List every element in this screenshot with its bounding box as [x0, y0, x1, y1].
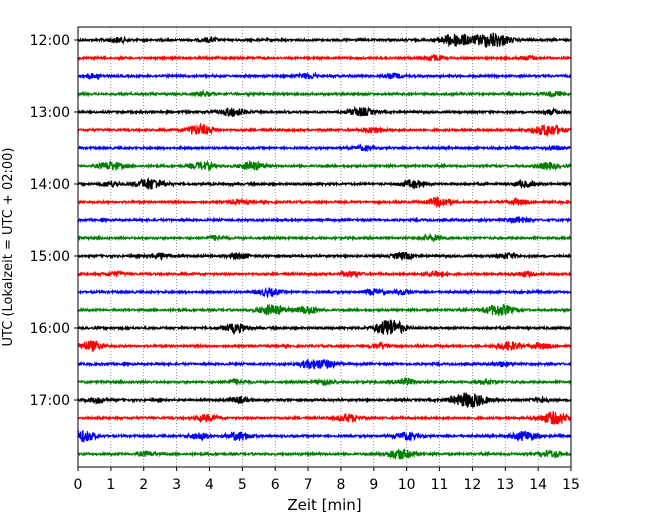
- x-tick-label-14: 14: [529, 477, 547, 493]
- minute-grid: [110, 27, 539, 467]
- x-tick-label-0: 0: [74, 477, 83, 493]
- x-tick-label-5: 5: [238, 477, 247, 493]
- trace-12:45: [77, 89, 572, 98]
- trace-16:30: [77, 358, 572, 370]
- trace-14:15: [77, 196, 572, 209]
- y-tick-label-13:00: 13:00: [30, 105, 70, 121]
- trace-15:00: [77, 250, 572, 262]
- trace-17:30: [77, 430, 572, 443]
- y-tick-label-17:00: 17:00: [30, 393, 70, 409]
- trace-14:00: [77, 176, 572, 190]
- trace-14:30: [77, 215, 572, 225]
- x-tick-label-2: 2: [139, 477, 148, 493]
- trace-15:30: [77, 287, 572, 299]
- plot-frame: [77, 26, 572, 468]
- trace-13:00: [77, 105, 572, 118]
- seismogram-traces: [77, 32, 572, 460]
- trace-12:30: [77, 71, 572, 81]
- trace-16:45: [77, 376, 572, 387]
- x-tick-label-3: 3: [172, 477, 181, 493]
- trace-17:45: [77, 448, 572, 460]
- x-tick-label-10: 10: [398, 477, 416, 493]
- y-tick-label-12:00: 12:00: [30, 33, 70, 49]
- x-axis-ticks: 0 1 2 3 4 5 6 7 8 9 10 11 12 13 14 15: [74, 467, 580, 493]
- trace-13:15: [77, 122, 572, 138]
- trace-15:45: [77, 303, 572, 316]
- trace-12:00: [77, 32, 572, 49]
- trace-13:30: [77, 143, 572, 153]
- trace-13:45: [77, 159, 572, 172]
- x-tick-label-11: 11: [431, 477, 449, 493]
- trace-16:15: [77, 340, 572, 353]
- trace-17:15: [77, 411, 572, 425]
- y-tick-label-14:00: 14:00: [30, 177, 70, 193]
- x-tick-label-8: 8: [336, 477, 345, 493]
- y-tick-label-15:00: 15:00: [30, 249, 70, 265]
- x-tick-label-9: 9: [369, 477, 378, 493]
- y-axis-label: UTC (Lokalzeit = UTC + 02:00): [1, 148, 16, 347]
- x-tick-label-12: 12: [463, 477, 481, 493]
- x-tick-label-4: 4: [205, 477, 214, 493]
- trace-15:15: [77, 269, 572, 279]
- x-tick-label-13: 13: [496, 477, 514, 493]
- trace-17:00: [77, 391, 572, 408]
- x-tick-label-15: 15: [562, 477, 580, 493]
- x-tick-label-6: 6: [271, 477, 280, 493]
- trace-14:45: [77, 232, 572, 243]
- y-axis-hour-ticks: 12:00 13:00 14:00 15:00 16:00 17:00: [30, 33, 78, 409]
- x-axis-label: Zeit [min]: [287, 496, 361, 514]
- trace-12:15: [77, 53, 572, 63]
- y-tick-label-16:00: 16:00: [30, 321, 70, 337]
- x-tick-label-7: 7: [304, 477, 313, 493]
- trace-16:00: [77, 319, 572, 336]
- x-tick-label-1: 1: [106, 477, 115, 493]
